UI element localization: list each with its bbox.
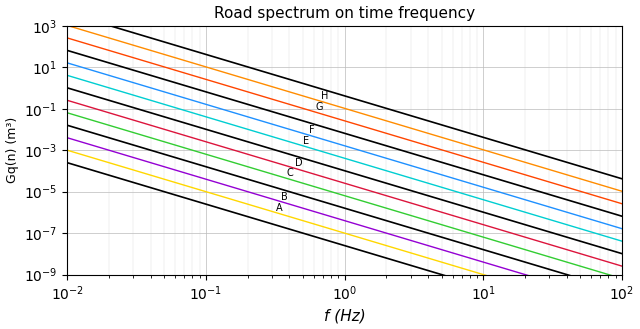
X-axis label: f (Hz): f (Hz) (324, 309, 365, 323)
Text: A: A (276, 203, 283, 213)
Text: E: E (303, 136, 309, 146)
Text: F: F (308, 125, 314, 135)
Text: C: C (286, 168, 293, 178)
Text: D: D (295, 159, 303, 168)
Text: G: G (316, 102, 323, 112)
Y-axis label: Gq(n) (m³): Gq(n) (m³) (6, 117, 19, 183)
Text: H: H (321, 91, 329, 101)
Title: Road spectrum on time frequency: Road spectrum on time frequency (214, 6, 475, 20)
Text: B: B (282, 192, 288, 202)
